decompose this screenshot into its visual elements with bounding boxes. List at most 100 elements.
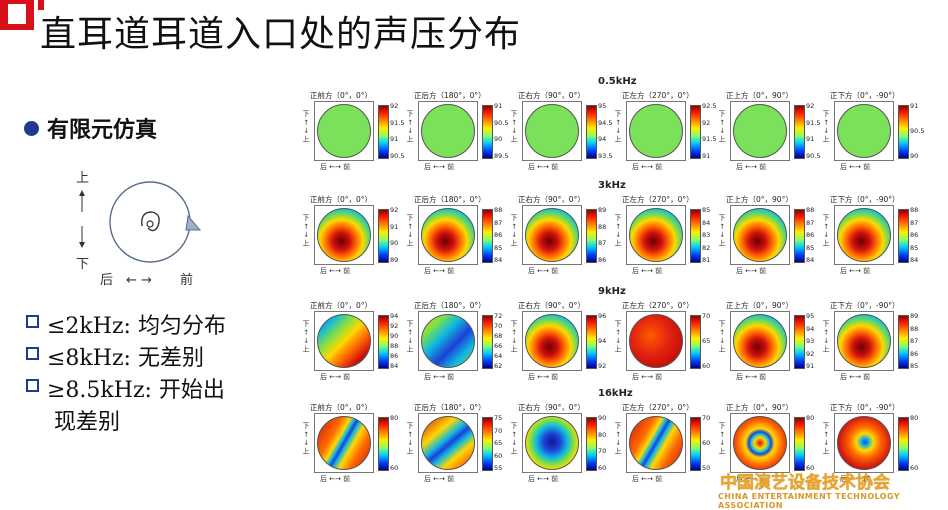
horizontal-axis-label: 后 ←→ 前: [840, 267, 871, 275]
horizontal-axis-label: 后 ←→ 前: [632, 163, 663, 171]
colorbar-ticks: 92.5 92 91.5 91: [702, 102, 716, 160]
colorbar-tick-label: 86: [494, 231, 503, 239]
finding-text: ≤2kHz: 均匀分布: [47, 314, 226, 339]
colorbar-tick-label: 91: [390, 135, 399, 144]
panel-direction-label: 正下方（0°，-90°）: [830, 301, 900, 310]
pressure-map-panel: 正后方（180°，0°） 下 ← → 上 91 90.5 90 89.5 后 ←→ 前: [404, 90, 508, 180]
colorbar-ticks: 70 60 50: [702, 414, 710, 472]
colorbar: [690, 209, 701, 263]
colorbar: [586, 315, 597, 369]
colorbar: [378, 315, 389, 369]
panel-direction-label: 正后方（180°，0°）: [414, 195, 486, 204]
pressure-field-circle: [317, 416, 371, 470]
vertical-axis-label: 下 ← → 上: [614, 320, 622, 353]
colorbar-tick-label: 75: [494, 414, 503, 422]
page-title: 直耳道耳道入口处的声压分布: [40, 14, 522, 55]
colorbar-ticks: 95 94 93 92 91: [806, 312, 814, 370]
colorbar-tick-label: 91: [806, 135, 815, 144]
pressure-map-panel: 正下方（0°，-90°） 下 ← → 上 80 60 后 ←→ 前: [820, 402, 924, 492]
vertical-axis-label: 下 ← → 上: [614, 422, 622, 455]
colorbar-tick-label: 85: [702, 206, 711, 214]
vertical-axis-label: 下 ← → 上: [822, 110, 830, 143]
map-frame: [730, 205, 790, 265]
map-frame: [314, 205, 374, 265]
colorbar-tick-label: 80: [598, 430, 607, 439]
colorbar-ticks: 85 84 83 82 81: [702, 206, 710, 264]
pressure-map-panel: 正下方（0°，-90°） 下 ← → 上 88 87 86 85 84 后 ←→ 前: [820, 194, 924, 284]
colorbar-ticks: 92 91.5 91 90.5: [390, 102, 404, 160]
vertical-axis-label: 下 ← → 上: [302, 422, 310, 455]
vertical-axis-label: 下 ← → 上: [406, 320, 414, 353]
bullet-fem: 有限元仿真: [24, 112, 157, 144]
checkbox-bullet-icon: [26, 347, 39, 360]
pressure-map-panel: 正后方（180°，0°） 下 ← → 上 72 70 68 66 64 62 后 ←→ 前: [404, 300, 508, 390]
pressure-map-panel: 正上方（0°，90°） 下 ← → 上 95 94 93 92 91 后 ←→ 前: [716, 300, 820, 390]
colorbar-tick-label: 70: [494, 322, 503, 330]
colorbar-tick-label: 80: [910, 414, 919, 422]
colorbar-tick-label: 90: [390, 239, 399, 248]
vertical-axis-label: 下 ← → 上: [406, 110, 414, 143]
pressure-map-panel: 正前方（0°，0°） 下 ← → 上 92 91 90 89 后 ←→ 前: [300, 194, 404, 284]
horizontal-axis-label: 后 ←→ 前: [320, 267, 351, 275]
panel-direction-label: 正右方（90°，0°）: [518, 301, 585, 310]
pressure-field-circle: [733, 208, 787, 262]
pressure-map-panel: 正前方（0°，0°） 下 ← → 上 94 92 90 88 86 84 后 ←→ 前: [300, 300, 404, 390]
colorbar-tick-label: 92: [390, 102, 399, 110]
pressure-field-circle: [421, 104, 475, 158]
map-frame: [522, 311, 582, 371]
panel-direction-label: 正左方（270°，0°）: [622, 195, 694, 204]
pressure-map-panel: 正右方（90°，0°） 下 ← → 上 96 94 92 后 ←→ 前: [508, 300, 612, 390]
colorbar-tick-label: 64: [494, 352, 503, 360]
pressure-field-circle: [837, 416, 891, 470]
colorbar-tick-label: 60: [390, 464, 399, 472]
colorbar-tick-label: 91.5: [806, 118, 821, 127]
colorbar-tick-label: 87: [494, 218, 503, 227]
panel-direction-label: 正前方（0°，0°）: [310, 91, 373, 100]
colorbar-tick-label: 91: [806, 362, 815, 370]
colorbar-tick-label: 84: [702, 218, 711, 227]
colorbar-tick-label: 88: [598, 222, 607, 231]
map-frame: [418, 413, 478, 473]
finding-text: ≤8kHz: 无差别: [47, 346, 204, 371]
horizontal-axis-label: 后 ←→ 前: [736, 373, 767, 381]
colorbar-ticks: 70 65 60: [702, 312, 710, 370]
panel-direction-label: 正后方（180°，0°）: [414, 301, 486, 310]
colorbar-tick-label: 60: [598, 463, 607, 472]
pressure-field-circle: [629, 104, 683, 158]
map-frame: [418, 101, 478, 161]
colorbar-tick-label: 91: [494, 102, 503, 110]
colorbar-tick-label: 60: [494, 451, 503, 460]
colorbar: [690, 105, 701, 159]
colorbar: [378, 417, 389, 471]
colorbar-tick-label: 90: [598, 414, 607, 422]
finding-text-continued: 现差别: [54, 410, 121, 435]
pressure-field-circle: [317, 104, 371, 158]
colorbar-ticks: 91 90.5 90 89.5: [494, 102, 508, 160]
vertical-axis-label: 下 ← → 上: [510, 422, 518, 455]
colorbar-tick-label: 92: [598, 362, 607, 370]
pressure-field-circle: [525, 208, 579, 262]
vertical-axis-label: 下 ← → 上: [302, 110, 310, 143]
pressure-field-circle: [317, 208, 371, 262]
label-up: 上: [76, 171, 89, 186]
pressure-map-panel: 正左方（270°，0°） 下 ← → 上 70 60 50 后 ←→ 前: [612, 402, 716, 492]
colorbar-tick-label: 87: [598, 239, 607, 248]
map-frame: [522, 101, 582, 161]
colorbar-tick-label: 93: [806, 337, 815, 345]
vertical-axis-label: 下 ← → 上: [822, 422, 830, 455]
arrows-horizontal: ← →: [126, 273, 152, 288]
colorbar-tick-label: 90.5: [390, 151, 405, 160]
colorbar-ticks: 94 92 90 88 86 84: [390, 312, 398, 370]
colorbar-tick-label: 55: [494, 464, 503, 472]
colorbar-tick-label: 86: [910, 349, 919, 358]
pressure-map-panel: 正上方（0°，90°） 下 ← → 上 92 91.5 91 90.5 后 ←→ 前: [716, 90, 820, 180]
colorbar-tick-label: 90.5: [910, 127, 925, 135]
colorbar-tick-label: 89.5: [494, 151, 509, 160]
vertical-axis-label: 下 ← → 上: [718, 422, 726, 455]
horizontal-axis-label: 后 ←→ 前: [736, 475, 767, 483]
pressure-field-circle: [421, 314, 475, 368]
findings-list: ≤2kHz: 均匀分布 ≤8kHz: 无差别 ≥8.5kHz: 开始出 现差别: [26, 308, 226, 436]
colorbar-tick-label: 95: [598, 102, 607, 110]
frequency-label: 16kHz: [598, 388, 633, 399]
map-frame: [834, 205, 894, 265]
